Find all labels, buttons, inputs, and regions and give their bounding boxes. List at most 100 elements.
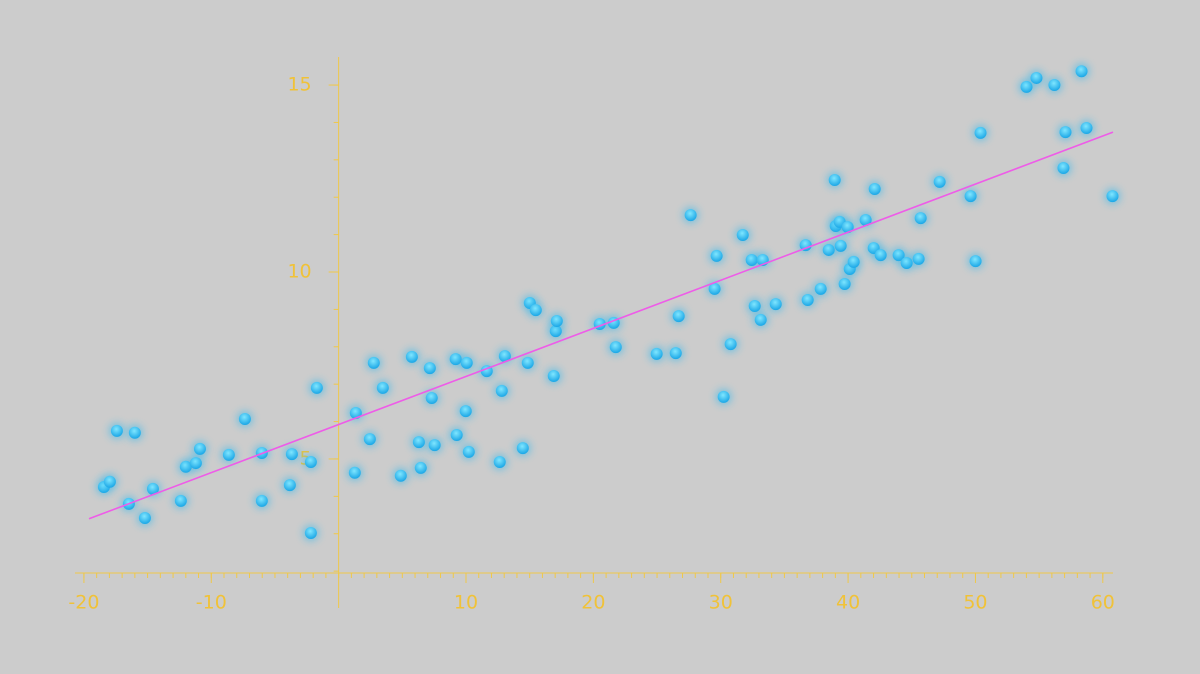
point-dot — [128, 426, 141, 439]
point-dot — [912, 252, 925, 265]
point — [799, 292, 816, 309]
point — [1073, 63, 1090, 80]
point-dot — [964, 190, 977, 203]
point — [346, 464, 363, 481]
point-dot — [754, 313, 767, 326]
point — [136, 510, 153, 527]
x-tick-label: 60 — [1091, 592, 1115, 614]
point-dot — [394, 469, 407, 482]
point-dot — [238, 412, 251, 425]
point — [281, 477, 298, 494]
point-dot — [769, 298, 782, 311]
point — [754, 252, 771, 269]
point-dot — [717, 390, 730, 403]
point-dot — [450, 429, 463, 442]
point — [491, 453, 508, 470]
point-dot — [516, 442, 529, 455]
point — [302, 453, 319, 470]
trend-line — [88, 131, 1114, 520]
point — [460, 443, 477, 460]
point-dot — [736, 228, 749, 241]
point-dot — [547, 369, 560, 382]
point-dot — [529, 304, 542, 317]
point-dot — [405, 350, 418, 363]
point-dot — [462, 445, 475, 458]
point-dot — [174, 494, 187, 507]
point-dot — [822, 243, 835, 256]
point-dot — [900, 257, 913, 270]
point — [648, 345, 665, 362]
point-dot — [310, 381, 323, 394]
point — [172, 492, 189, 509]
point — [812, 280, 829, 297]
point-dot — [710, 249, 723, 262]
point-dot — [304, 526, 317, 539]
point — [374, 379, 391, 396]
point-dot — [376, 381, 389, 394]
point-dot — [412, 436, 425, 449]
point-dot — [495, 384, 508, 397]
x-tick-label: 30 — [709, 592, 733, 614]
point-dot — [748, 300, 761, 313]
point-dot — [363, 433, 376, 446]
point-dot — [367, 356, 380, 369]
point — [972, 124, 989, 141]
point — [365, 354, 382, 371]
point — [187, 455, 204, 472]
x-tick-label: -10 — [196, 592, 227, 614]
point — [845, 253, 862, 270]
point — [448, 427, 465, 444]
point-dot — [914, 212, 927, 225]
point — [253, 492, 270, 509]
point-dot — [684, 209, 697, 222]
point — [722, 336, 739, 353]
point — [220, 446, 237, 463]
x-tick-label: 50 — [963, 592, 987, 614]
point — [1057, 124, 1074, 141]
point — [108, 422, 125, 439]
point-dot — [1030, 71, 1043, 84]
point — [670, 308, 687, 325]
x-tick-label: 20 — [581, 592, 605, 614]
point — [1104, 188, 1121, 205]
point-dot — [428, 439, 441, 452]
point — [912, 210, 929, 227]
point — [734, 226, 751, 243]
point-dot — [193, 442, 206, 455]
point — [872, 247, 889, 264]
y-tick-label: 15 — [287, 74, 311, 96]
point — [191, 440, 208, 457]
point — [910, 250, 927, 267]
point — [101, 473, 118, 490]
point-dot — [449, 353, 462, 366]
point-dot — [349, 406, 362, 419]
point-dot — [724, 338, 737, 351]
y-tick-label: 10 — [287, 261, 311, 283]
point-dot — [423, 362, 436, 375]
point — [866, 180, 883, 197]
point-dot — [110, 424, 123, 437]
point — [545, 367, 562, 384]
point — [1028, 69, 1045, 86]
point — [836, 275, 853, 292]
point-dot — [459, 405, 472, 418]
point — [493, 382, 510, 399]
point-dot — [550, 314, 563, 327]
x-tick-label: 10 — [454, 592, 478, 614]
point — [403, 348, 420, 365]
point — [308, 379, 325, 396]
point-dot — [285, 448, 298, 461]
point — [931, 173, 948, 190]
point — [392, 467, 409, 484]
point — [236, 410, 253, 427]
point — [708, 247, 725, 264]
point-dot — [222, 448, 235, 461]
point — [421, 360, 438, 377]
point-dot — [859, 214, 872, 227]
point-dot — [498, 350, 511, 363]
point-dot — [672, 310, 685, 323]
point-dot — [283, 479, 296, 492]
point — [1055, 160, 1072, 177]
point-dot — [1059, 126, 1072, 139]
x-tick-label: 40 — [836, 592, 860, 614]
